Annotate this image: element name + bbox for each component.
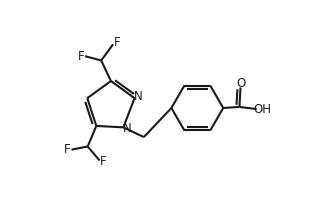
Text: N: N: [134, 90, 143, 103]
Text: N: N: [123, 122, 131, 135]
Text: F: F: [100, 155, 107, 168]
Text: OH: OH: [254, 103, 272, 116]
Text: F: F: [64, 143, 71, 156]
Text: O: O: [236, 77, 245, 90]
Text: F: F: [78, 50, 84, 63]
Text: F: F: [114, 37, 120, 49]
